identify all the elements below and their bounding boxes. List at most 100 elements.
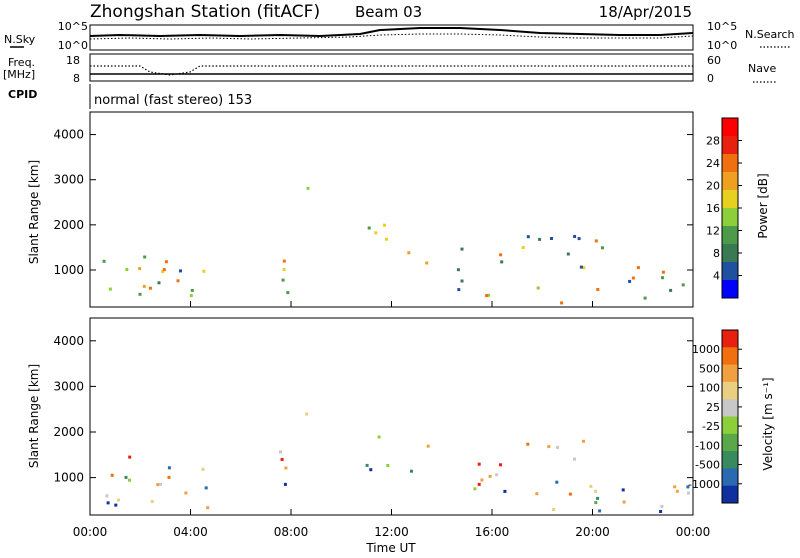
freq-tick-bottom: 8 [73,72,80,85]
power-panel: 4000 3000 2000 1000 Slant Range [km] [27,111,694,308]
power-colorbar: 28 24 20 16 12 8 4 Power [dB] [706,117,770,299]
range-cell [499,463,502,467]
range-cell [487,293,490,297]
x-tick-label: 04:00 [173,525,208,539]
range-cell [456,268,460,272]
range-cell [124,475,128,479]
range-cell [385,237,388,241]
range-cell [206,506,210,510]
noise-left-tick-bottom: 10^0 [58,39,88,52]
range-cell [526,442,530,446]
range-cell [128,455,132,459]
y-tick-label: 3000 [53,173,84,187]
range-cell [369,468,373,472]
colorbar-tick-label: 20 [706,180,720,193]
colorbar-tick-label: 4 [713,270,720,283]
colorbar-tick-label: -1000 [688,478,720,491]
range-cell [128,478,131,482]
colorbar-tick-label: 28 [706,135,720,148]
range-cell [110,473,114,477]
range-cell [138,267,142,271]
range-cell [659,510,663,513]
range-cell [105,494,109,498]
range-cell [594,489,597,493]
colorbar-segment [722,190,738,209]
freq-label: Freq. [8,56,35,69]
x-tick-label: 20:00 [575,525,610,539]
colorbar-tick-label: 100 [699,382,720,395]
range-cell [560,301,564,305]
range-cell [167,466,171,470]
colorbar-segment [722,172,738,191]
colorbar-segment [722,381,738,400]
colorbar-segment [722,468,738,487]
range-cell [164,260,168,264]
range-cell [281,278,285,282]
range-cell [460,279,464,283]
range-cell [189,294,193,298]
range-cell [536,286,540,290]
x-tick-label: 12:00 [374,525,409,539]
range-cell [503,489,507,493]
range-cell [687,491,690,495]
range-cell [582,266,586,270]
range-cell [628,279,632,283]
range-cell [157,281,161,285]
range-cell [282,259,286,263]
range-cell [631,276,635,280]
range-cell [473,487,477,491]
range-cell [407,251,411,255]
range-cell [552,508,556,511]
range-cell [681,283,685,287]
range-cell [138,292,142,296]
range-cell [535,492,539,496]
colorbar-segment [722,208,738,227]
noise-right-tick-top: 10^5 [707,20,737,33]
range-cell [306,186,310,190]
range-cell [485,294,489,298]
range-cell [117,498,120,502]
velocity-cells [105,412,690,513]
range-cell [201,467,205,471]
range-cell [142,284,146,288]
colorbar-tick-label: 8 [713,247,720,260]
range-cell [283,482,287,486]
range-cell [480,478,484,482]
nave-trace [90,65,693,76]
range-cell [661,276,664,280]
range-cell [555,480,559,484]
colorbar-tick-label: -500 [695,459,720,472]
freq-panel: Freq. [MHz] 18 8 60 0 Nave [3,53,776,85]
cpid-panel: CPID normal (fast stereo) 153 [8,84,252,109]
range-cell [643,296,647,300]
range-cell [426,444,430,448]
range-cell [636,266,640,270]
colorbar-tick-label: -25 [702,420,720,433]
colorbar-segment [722,154,738,173]
range-cell [500,260,504,264]
range-cell [594,501,598,505]
range-cell [538,237,542,241]
range-cell [675,489,679,493]
range-cell [284,466,288,470]
range-cell [176,279,180,283]
range-cell [621,488,625,492]
range-cell [383,223,386,227]
range-cell [526,235,530,239]
range-cell [410,469,413,473]
range-cell [601,246,604,250]
range-cell [477,482,481,486]
range-cell [457,288,461,292]
colorbar-frame [721,329,739,504]
range-cell [280,458,284,461]
y-tick-label: 2000 [53,425,84,439]
cpid-mode: normal (fast stereo) 153 [94,93,252,108]
range-cell [568,492,572,496]
range-cell [377,435,381,439]
range-cell [547,445,551,449]
range-cell [460,247,464,251]
colorbar-segment [722,118,738,137]
range-cell [582,439,585,443]
range-cell [106,501,110,505]
colorbar-segment [722,136,738,155]
